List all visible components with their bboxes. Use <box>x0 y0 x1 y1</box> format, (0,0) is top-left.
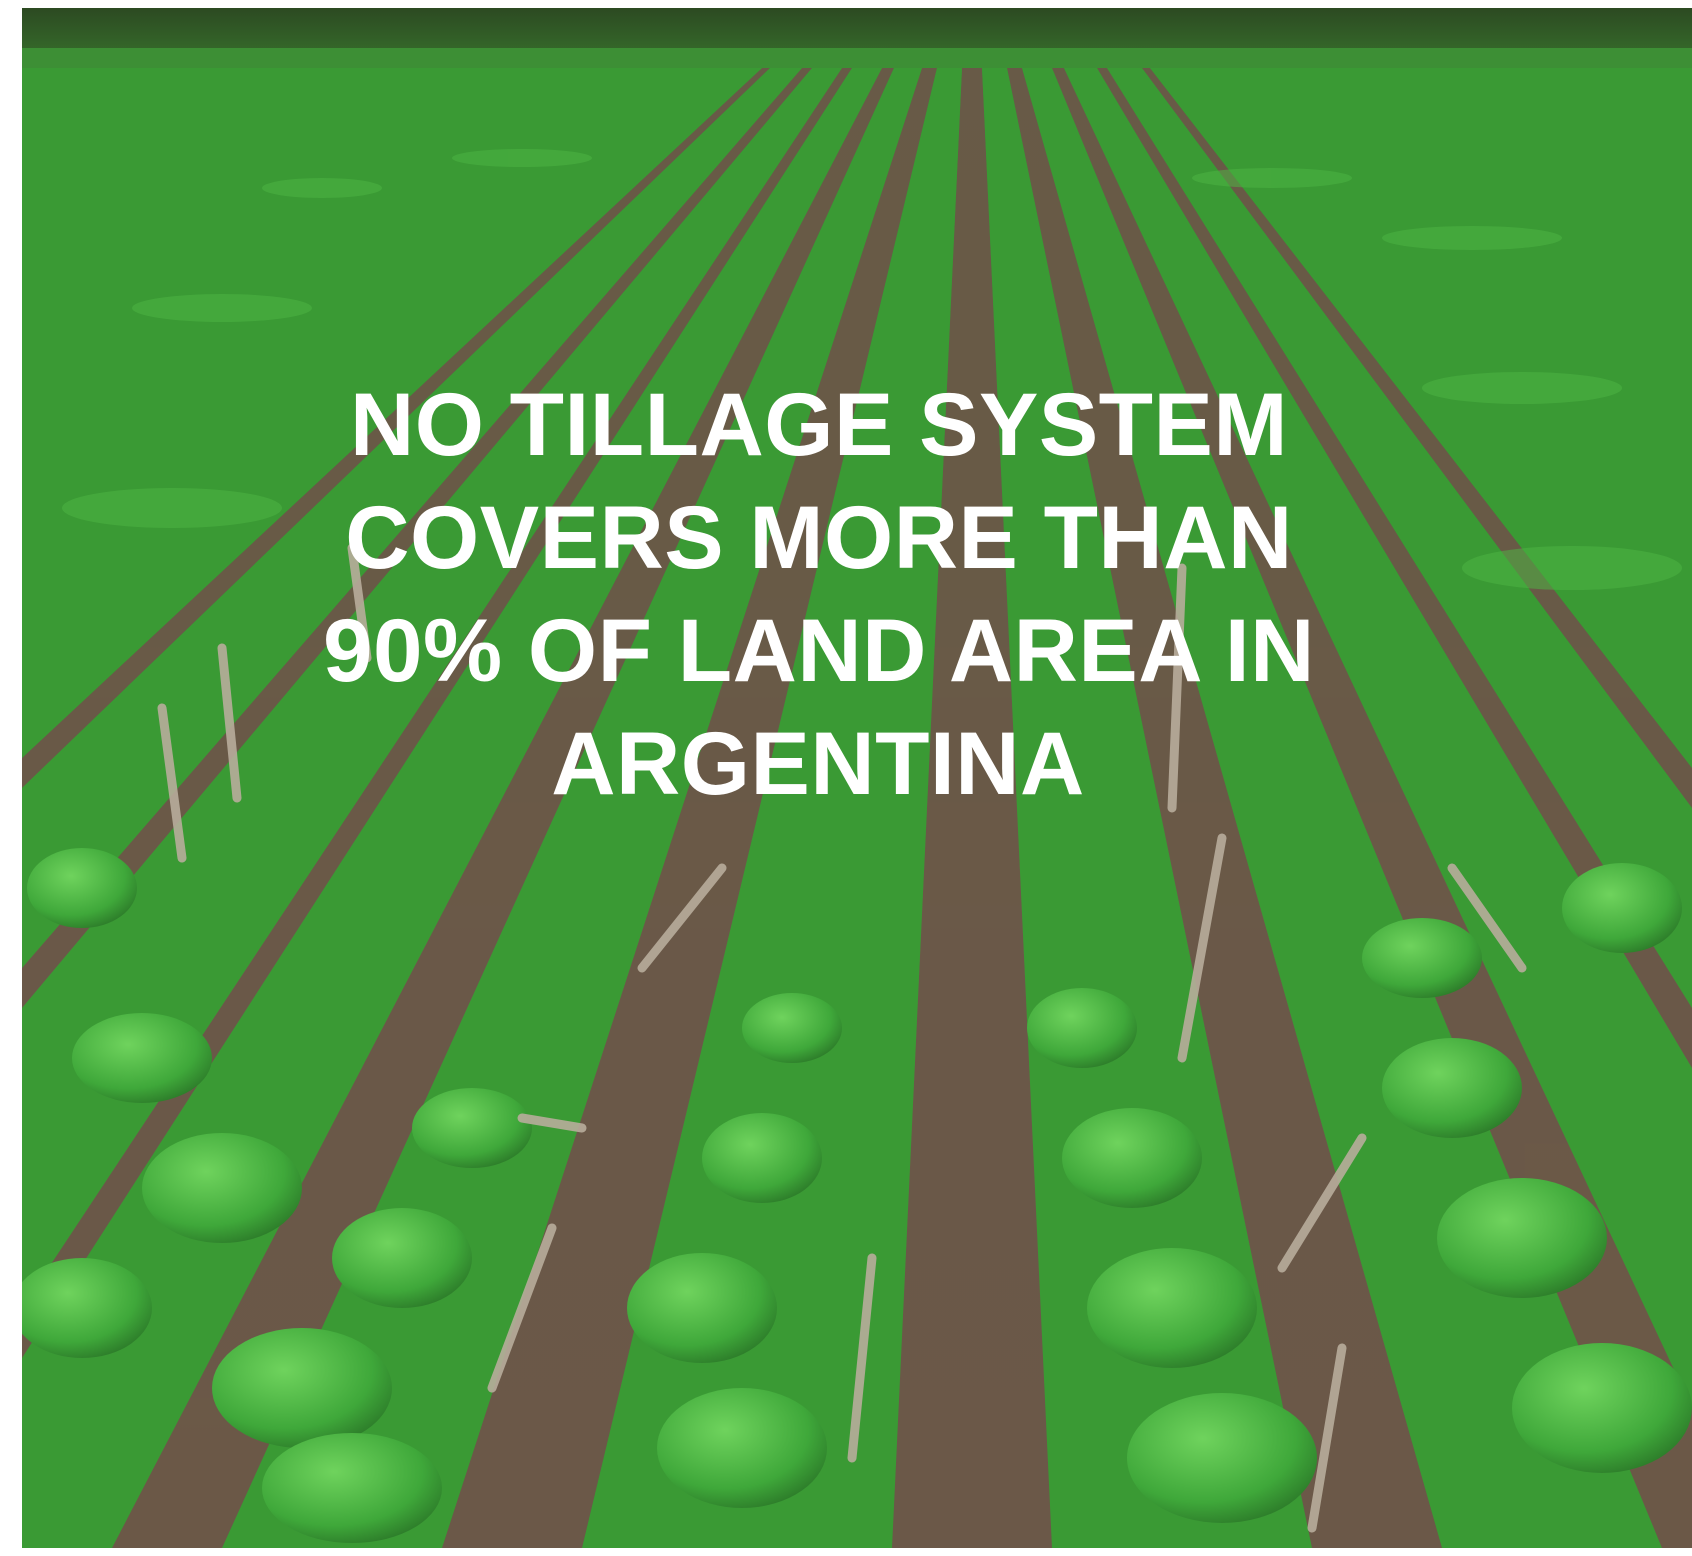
caption-line: ARGENTINA <box>551 713 1085 813</box>
caption-line: NO TILLAGE SYSTEM <box>349 374 1289 474</box>
caption-overlay: NO TILLAGE SYSTEM COVERS MORE THAN 90% O… <box>0 368 1692 820</box>
leaf-clusters <box>22 848 1692 1543</box>
soybean-field-photo <box>22 8 1692 1548</box>
field-illustration <box>22 8 1692 1548</box>
caption-line: COVERS MORE THAN <box>345 487 1293 587</box>
caption-line: 90% OF LAND AREA IN <box>323 600 1315 700</box>
far-field-texture <box>62 149 1682 590</box>
stubble <box>157 543 1527 1533</box>
